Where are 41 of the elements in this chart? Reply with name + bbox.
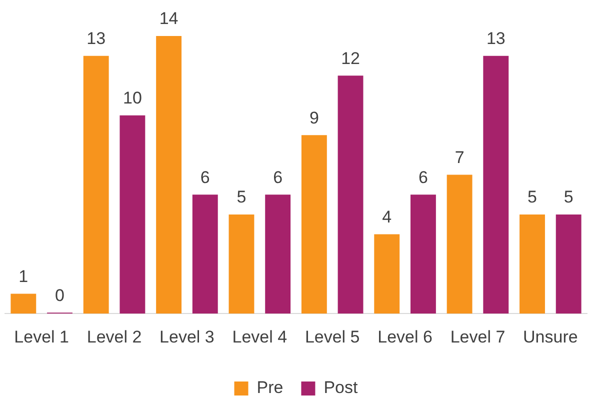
data-label: 10 xyxy=(122,88,142,108)
data-label: 5 xyxy=(528,188,537,207)
bar xyxy=(556,214,582,314)
data-label: 12 xyxy=(341,48,360,68)
bar xyxy=(83,56,109,314)
bar xyxy=(410,194,436,314)
bar xyxy=(338,76,364,314)
x-tick-label: Level 4 xyxy=(232,327,288,346)
data-label: 6 xyxy=(418,168,428,187)
data-label: 1 xyxy=(18,266,28,286)
data-label: 0 xyxy=(55,286,64,305)
data-label: 5 xyxy=(236,188,246,207)
data-label: 13 xyxy=(486,29,506,48)
data-label: 9 xyxy=(309,108,319,128)
x-tick-label: Unsure xyxy=(523,327,578,346)
data-label: 13 xyxy=(86,29,106,48)
x-tick-label: Level 1 xyxy=(14,327,69,346)
bar xyxy=(520,214,545,314)
bar xyxy=(446,174,472,314)
x-tick-label: Level 6 xyxy=(378,327,432,346)
legend-label: Post xyxy=(324,378,358,398)
x-tick-label: Level 7 xyxy=(450,327,506,346)
bar xyxy=(120,115,146,314)
data-label: 5 xyxy=(564,188,574,207)
bar xyxy=(192,194,218,314)
bar xyxy=(374,234,400,314)
bar xyxy=(10,294,36,314)
x-tick-label: Level 2 xyxy=(86,327,142,346)
data-label: 7 xyxy=(454,148,464,167)
legend-label: Pre xyxy=(256,378,284,398)
bar xyxy=(265,194,291,314)
data-label: 4 xyxy=(382,207,392,226)
x-tick-label: Level 5 xyxy=(304,327,360,346)
data-label: 6 xyxy=(200,168,210,187)
data-label: 6 xyxy=(273,168,283,187)
bar xyxy=(483,56,509,314)
x-tick-label: Level 3 xyxy=(160,327,214,346)
bar xyxy=(301,135,327,314)
bar xyxy=(156,36,182,314)
data-label: 14 xyxy=(159,9,178,28)
bar xyxy=(228,214,254,314)
